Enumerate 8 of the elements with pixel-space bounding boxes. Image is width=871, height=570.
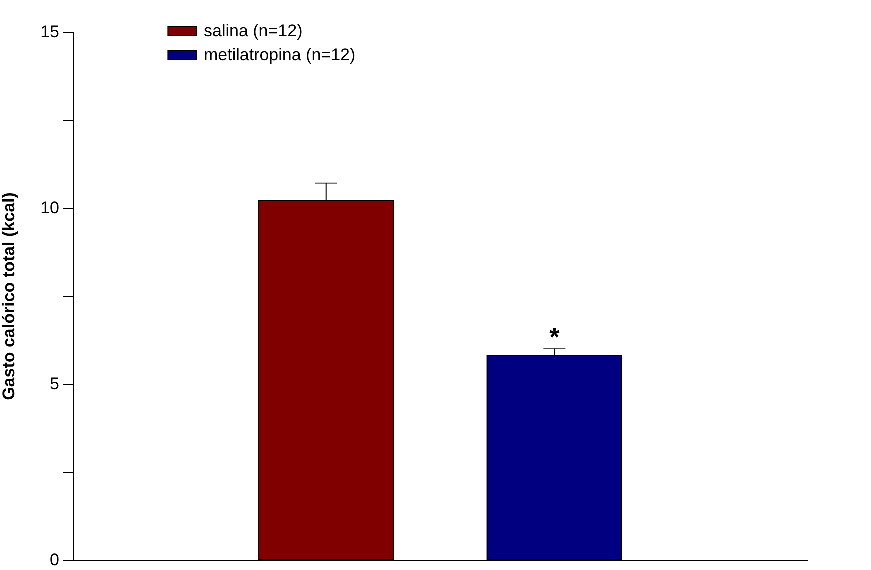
legend-label: metilatropina (n=12) bbox=[204, 46, 356, 64]
y-tick-label: 10 bbox=[40, 198, 60, 218]
annotation: * bbox=[550, 322, 561, 352]
legend-label: salina (n=12) bbox=[204, 22, 303, 40]
y-tick-label: 5 bbox=[50, 374, 60, 394]
y-axis-title: Gasto calórico total (kcal) bbox=[0, 192, 19, 400]
y-tick-label: 0 bbox=[50, 550, 60, 570]
y-tick-label: 15 bbox=[40, 22, 60, 42]
